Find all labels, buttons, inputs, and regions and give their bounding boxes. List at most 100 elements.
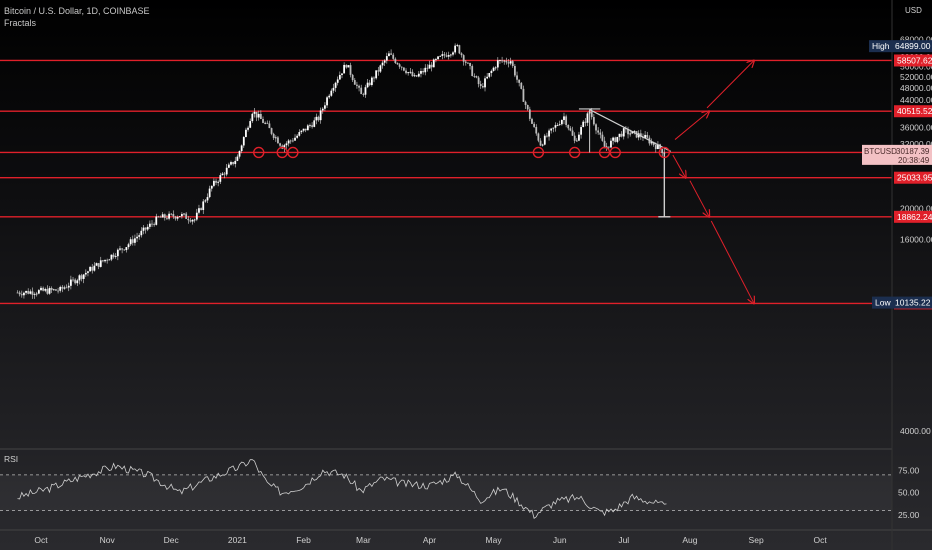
- symbol-tag: BTCUSD: [864, 147, 897, 156]
- candle-body: [610, 140, 612, 148]
- candle-body: [168, 213, 170, 219]
- candle-body: [251, 113, 254, 122]
- candle-body: [400, 66, 403, 68]
- time-tick-label: Oct: [814, 535, 828, 545]
- time-tick-label: Aug: [682, 535, 697, 545]
- candle-body: [537, 133, 540, 141]
- candle-body: [266, 122, 269, 124]
- candle-body: [302, 128, 305, 131]
- candle-body: [255, 111, 258, 118]
- candle-body: [210, 185, 213, 189]
- candle-body: [300, 130, 303, 133]
- candle-body: [31, 291, 34, 295]
- candle-body: [486, 76, 489, 79]
- candle-body: [298, 132, 301, 136]
- projection-arrow: [672, 154, 686, 178]
- candle-body: [513, 65, 516, 76]
- candle-body: [467, 62, 469, 64]
- horizontal-levels: [0, 59, 892, 305]
- candle-body: [620, 133, 623, 137]
- candle-body: [565, 116, 568, 125]
- candle-body: [23, 292, 25, 296]
- candle-body: [172, 213, 175, 217]
- level-price-tag: [894, 54, 932, 67]
- rsi-tick-label: 25.00: [898, 510, 920, 520]
- current-price-value: 30187.39: [896, 147, 930, 156]
- candle-body: [614, 137, 617, 142]
- candle-body: [296, 135, 299, 138]
- candle-body: [452, 52, 454, 55]
- candle-body: [471, 66, 474, 76]
- candle-body: [72, 279, 74, 281]
- candle-body: [520, 82, 523, 89]
- candle-body: [206, 197, 209, 201]
- candle-body: [392, 54, 395, 59]
- candle-body: [334, 82, 337, 88]
- candle-body: [554, 125, 557, 128]
- candle-body: [104, 259, 106, 262]
- candle-body: [65, 287, 68, 289]
- candle-body: [311, 125, 314, 127]
- candle-body: [304, 128, 307, 131]
- candle-body: [411, 71, 414, 77]
- candle-body: [607, 146, 610, 148]
- candle-body: [63, 287, 66, 289]
- candle-body: [443, 54, 446, 56]
- candle-body: [383, 60, 386, 63]
- fractal-circle: [287, 146, 299, 159]
- candle-body: [441, 54, 444, 56]
- candle-body: [89, 266, 91, 272]
- candle-body: [580, 127, 582, 135]
- candle-body: [136, 236, 138, 239]
- candle-body: [198, 208, 200, 213]
- candle-body: [578, 134, 580, 141]
- candle-body: [114, 256, 117, 257]
- candle-body: [217, 181, 220, 183]
- candle-body: [629, 133, 632, 135]
- candle-body: [373, 77, 375, 79]
- candle-body: [262, 119, 264, 123]
- current-price-tag: [862, 144, 932, 165]
- candle-body: [270, 128, 273, 134]
- candle-body: [106, 259, 109, 261]
- candle-body: [533, 123, 536, 127]
- fractal-circle: [253, 146, 265, 159]
- candle-body: [375, 70, 378, 79]
- candle-body: [454, 45, 457, 53]
- candle-body: [195, 212, 198, 220]
- candle-body: [345, 64, 348, 68]
- candle-body: [428, 64, 431, 69]
- level-price-tag: [894, 171, 932, 184]
- candle-body: [631, 131, 634, 134]
- candle-body: [37, 290, 40, 294]
- candle-body: [48, 288, 51, 294]
- candle-body: [279, 143, 281, 146]
- candle-body: [592, 117, 595, 125]
- candle-body: [193, 219, 196, 221]
- candle-body: [289, 140, 292, 142]
- candle-body: [232, 162, 235, 165]
- candle-body: [518, 79, 521, 83]
- candle-body: [351, 74, 354, 81]
- projection-arrow: [706, 60, 754, 109]
- candle-body: [616, 136, 619, 142]
- time-tick-label: Dec: [164, 535, 180, 545]
- candle-body: [405, 70, 407, 74]
- candle-body: [449, 54, 452, 56]
- projection-arrow: [710, 220, 754, 303]
- candle-body: [398, 64, 401, 67]
- level-price-tag-text: 58507.62: [897, 55, 932, 65]
- candle-body: [46, 289, 49, 294]
- candle-body: [95, 263, 98, 266]
- candle-body: [469, 63, 471, 67]
- candle-body: [338, 74, 341, 80]
- candle-body: [33, 294, 36, 295]
- candle-body: [84, 272, 87, 275]
- candle-body: [569, 128, 572, 131]
- candle-body: [362, 94, 365, 95]
- candle-body: [390, 53, 392, 55]
- candle-body: [456, 45, 459, 47]
- candle-body: [185, 213, 188, 219]
